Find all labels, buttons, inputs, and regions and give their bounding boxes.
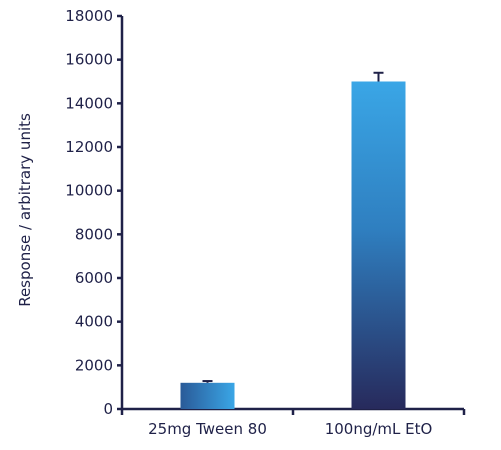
y-tick-label: 2000 bbox=[75, 356, 113, 374]
y-tick-label: 12000 bbox=[65, 138, 113, 156]
bars bbox=[180, 71, 406, 409]
y-tick-label: 6000 bbox=[75, 269, 113, 287]
x-tick-labels: 25mg Tween 80 100ng/mL EtO bbox=[148, 420, 432, 438]
y-tick-label: 0 bbox=[103, 400, 113, 418]
bar bbox=[351, 81, 406, 409]
y-tick-label: 8000 bbox=[75, 225, 113, 243]
y-tick-label: 14000 bbox=[65, 94, 113, 112]
x-tick-label: 100ng/mL EtO bbox=[325, 420, 433, 438]
y-axis-title: Response / arbitrary units bbox=[16, 113, 34, 307]
bar bbox=[180, 382, 235, 409]
y-tick-label: 16000 bbox=[65, 51, 113, 69]
y-tick-label: 10000 bbox=[65, 182, 113, 200]
y-ticks: 0 2000 4000 6000 8000 10000 12000 14000 16000 180… bbox=[65, 7, 122, 418]
axes bbox=[120, 16, 466, 415]
y-tick-label: 4000 bbox=[75, 313, 113, 331]
x-tick-label: 25mg Tween 80 bbox=[148, 420, 267, 438]
y-tick-label: 18000 bbox=[65, 7, 113, 25]
